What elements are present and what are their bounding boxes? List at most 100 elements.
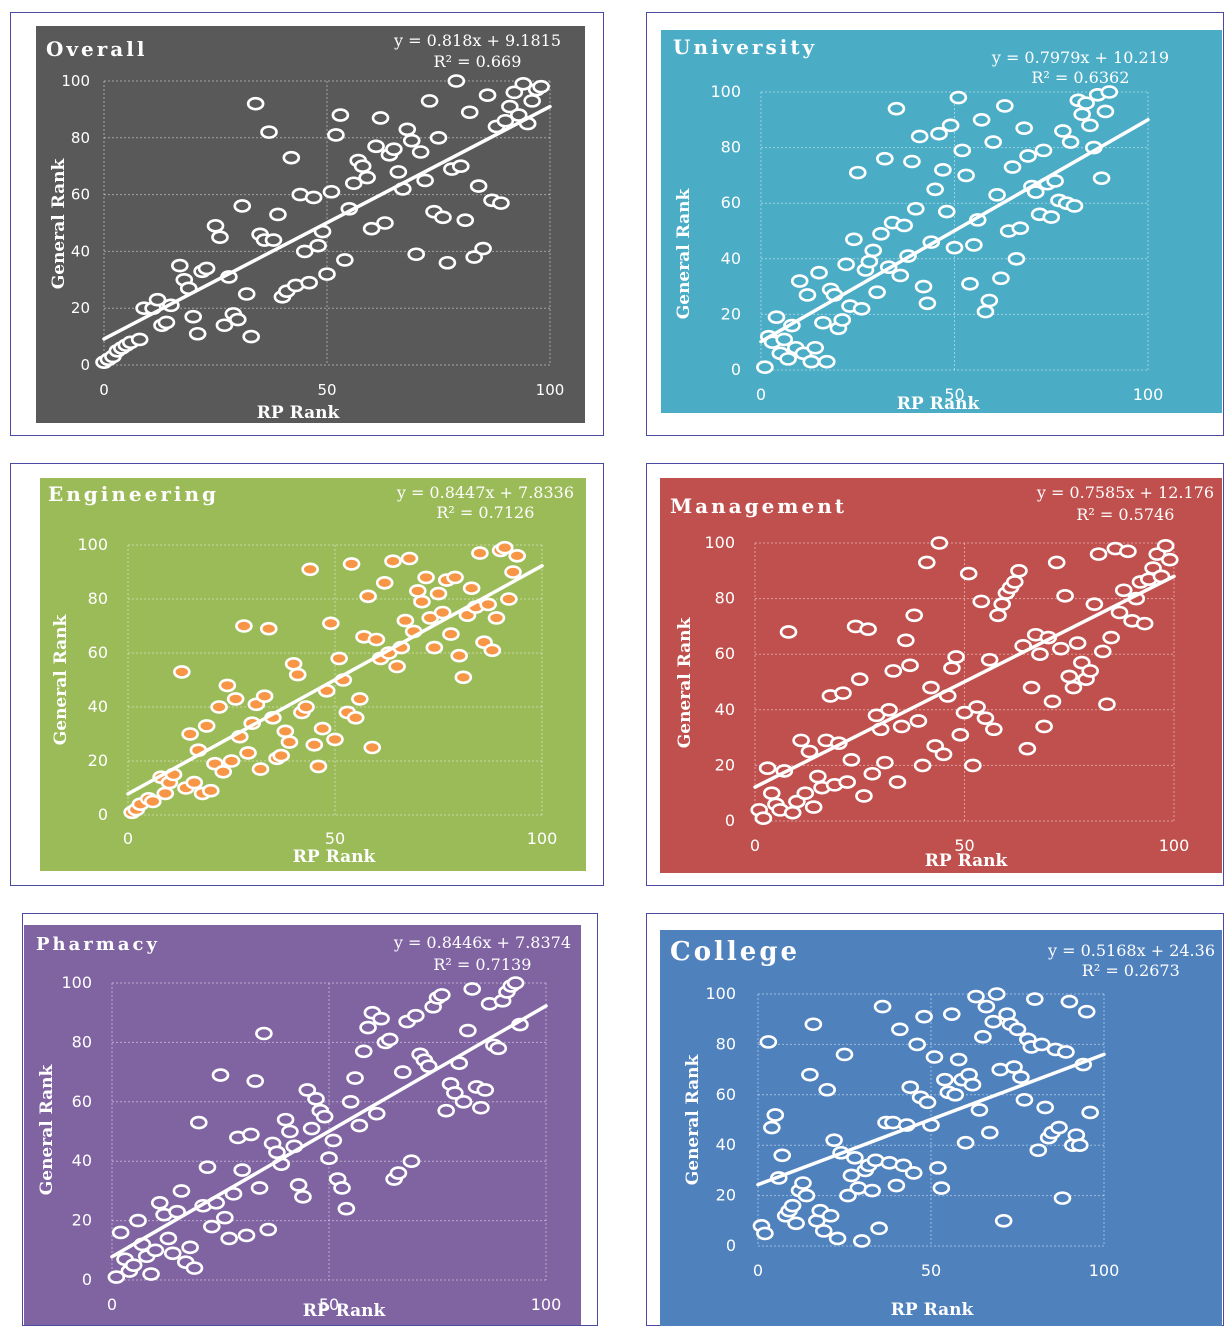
data-point: [362, 221, 381, 236]
data-point: [756, 1226, 774, 1241]
data-point: [949, 1052, 968, 1067]
data-point: [124, 1258, 143, 1272]
data-point: [925, 1050, 944, 1064]
data-point: [272, 748, 290, 763]
data-point: [884, 664, 903, 678]
y-tick-label: 0: [725, 811, 735, 830]
data-point: [188, 326, 207, 341]
data-point: [762, 786, 781, 801]
data-point: [1077, 1004, 1096, 1019]
data-point: [282, 150, 301, 165]
data-point: [891, 1022, 909, 1037]
y-tick-label: 20: [716, 1186, 736, 1205]
data-point: [359, 1020, 377, 1035]
data-point: [1102, 630, 1120, 645]
data-point: [416, 173, 434, 188]
data-point: [354, 1044, 373, 1059]
data-point: [766, 1108, 785, 1122]
data-point: [446, 570, 464, 585]
chart-svg: 0 20 40 60 80 100 0 50 100 College y = 0.5168x + 2…: [670, 937, 1215, 1320]
y-tick-label: 100: [704, 533, 735, 552]
data-point: [1098, 697, 1116, 712]
data-point: [1052, 641, 1070, 656]
trend-equation: y = 0.8447x + 7.8336: [396, 483, 574, 502]
data-point: [790, 274, 809, 288]
data-point: [367, 1106, 386, 1121]
data-point: [474, 241, 492, 256]
data-point: [1061, 135, 1080, 149]
data-point: [914, 279, 933, 294]
data-point: [346, 1071, 364, 1085]
data-point: [959, 566, 978, 581]
data-point: [1093, 644, 1112, 659]
data-point: [463, 982, 482, 996]
data-point: [289, 1178, 308, 1192]
y-tick-label: 80: [716, 1034, 736, 1053]
data-point: [804, 1017, 823, 1032]
data-point: [1053, 1191, 1072, 1205]
y-tick-label: 20: [72, 1211, 92, 1230]
data-point: [903, 154, 921, 169]
data-point: [309, 238, 327, 253]
data-point: [1077, 96, 1095, 110]
y-tick-label: 0: [82, 1270, 92, 1289]
data-point: [465, 250, 483, 264]
data-point: [429, 131, 448, 145]
data-point: [1089, 547, 1108, 561]
data-point: [246, 96, 265, 111]
data-point: [413, 594, 431, 609]
data-point: [197, 261, 216, 276]
x-axis-label: RP Rank: [925, 851, 1009, 871]
data-point: [353, 159, 372, 173]
data-point: [363, 740, 382, 755]
data-point: [974, 1030, 992, 1044]
data-point: [989, 608, 1007, 623]
data-point: [1054, 124, 1072, 138]
trend-equation: y = 0.818x + 9.1815: [393, 31, 561, 50]
data-point: [242, 329, 260, 344]
data-point: [1015, 1093, 1034, 1107]
data-point: [941, 118, 960, 133]
data-point: [759, 1035, 778, 1049]
data-point: [756, 360, 774, 375]
data-point: [926, 182, 944, 197]
y-axis-label: General Rank: [674, 188, 694, 320]
data-point: [894, 1158, 913, 1173]
y-tick-label: 40: [71, 242, 90, 260]
data-point: [226, 692, 245, 706]
data-point: [833, 313, 852, 327]
data-point: [198, 1160, 217, 1174]
data-point: [838, 775, 856, 789]
figure-frame-1: [10, 12, 604, 436]
y-axis-label: General Rank: [675, 617, 695, 749]
data-point: [1022, 680, 1041, 695]
data-point: [1031, 647, 1049, 661]
data-point: [1060, 994, 1079, 1009]
data-point: [442, 627, 460, 641]
data-point: [976, 711, 995, 725]
data-point: [163, 1246, 182, 1261]
x-tick-label: 0: [107, 1295, 117, 1314]
data-point: [260, 125, 278, 139]
data-point: [802, 354, 821, 369]
chart-university: 0 20 40 60 80 100 0 50 100 University y = 0.7979x …: [661, 30, 1222, 413]
data-point: [984, 1014, 1003, 1029]
data-point: [946, 1088, 965, 1102]
data-point: [767, 310, 786, 324]
data-point: [420, 94, 439, 108]
data-point: [887, 101, 906, 116]
data-point: [775, 332, 794, 347]
data-point: [852, 302, 871, 316]
data-point: [268, 1145, 286, 1160]
data-point: [402, 133, 421, 148]
data-point: [1005, 1060, 1023, 1074]
data-point: [905, 608, 924, 623]
y-tick-label: 100: [705, 984, 736, 1003]
y-tick-label: 60: [72, 1092, 92, 1111]
data-point: [1057, 1045, 1075, 1059]
data-point: [288, 667, 307, 682]
data-point: [897, 633, 915, 648]
data-point: [269, 207, 287, 222]
data-point: [937, 204, 956, 219]
data-point: [298, 1083, 317, 1097]
